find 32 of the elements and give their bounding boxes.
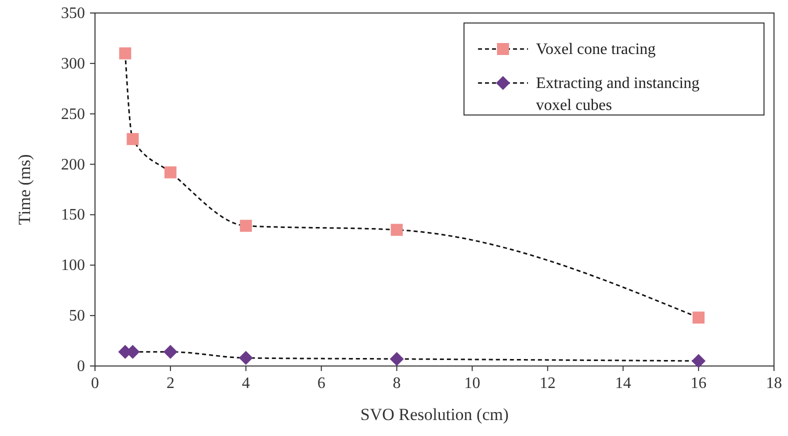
x-tick-label: 10 (464, 375, 480, 392)
x-tick-label: 0 (91, 375, 99, 392)
x-tick-label: 6 (317, 375, 326, 392)
x-tick-label: 16 (690, 375, 707, 392)
point (240, 220, 252, 232)
y-tick-label: 100 (61, 257, 85, 274)
x-tick-label: 2 (166, 375, 174, 392)
x-tick-label: 12 (540, 375, 556, 392)
y-axis-title: Time (ms) (15, 154, 34, 225)
y-tick-label: 350 (61, 5, 85, 22)
point (126, 133, 139, 146)
y-tick-label: 150 (61, 206, 85, 224)
x-tick-label: 8 (392, 375, 401, 392)
y-tick-label: 200 (61, 156, 85, 174)
x-tick-label: 18 (766, 375, 782, 392)
legend-label: Voxel cone tracing (536, 41, 656, 58)
point (164, 166, 176, 178)
y-tick-label: 0 (77, 358, 85, 375)
y-tick-label: 300 (61, 55, 85, 72)
y-tick-label: 250 (61, 106, 85, 123)
point (390, 224, 403, 236)
point (163, 344, 178, 359)
point (238, 350, 253, 365)
legend-label: Extracting and instancing voxel cubes (536, 75, 700, 114)
x-tick-label: 4 (242, 375, 250, 392)
point (119, 47, 132, 60)
y-tick-label: 50 (69, 308, 85, 325)
x-axis-title: SVO Resolution (cm) (360, 405, 509, 424)
x-tick-label: 14 (615, 375, 632, 392)
point (692, 354, 706, 368)
point (390, 352, 404, 366)
point (692, 312, 705, 324)
